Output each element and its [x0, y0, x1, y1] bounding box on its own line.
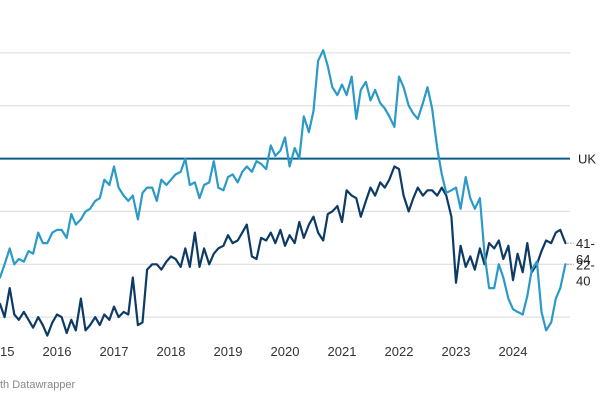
uk-reference-label: UK: [578, 152, 596, 167]
series-lines: [0, 49, 567, 337]
gridlines: [0, 52, 570, 318]
x-tick-label: 2023: [442, 344, 471, 359]
uk-reference-group: UK: [0, 152, 596, 167]
x-tick-label: 2019: [214, 344, 243, 359]
series-label-41-64-line2: 64: [576, 252, 590, 267]
x-tick-label: 2016: [43, 344, 72, 359]
x-tick-label: 2015: [0, 344, 14, 359]
chart-credit: th Datawrapper: [0, 379, 76, 391]
series-label-22-40-line1: 22-: [576, 257, 595, 272]
x-tick-label: 2018: [157, 344, 186, 359]
series-line-41-64: [0, 165, 567, 337]
x-tick-label: 2024: [499, 344, 528, 359]
x-tick-label: 2017: [100, 344, 129, 359]
series-label-22-40-line2: 40: [576, 273, 590, 288]
x-tick-label: 2021: [328, 344, 357, 359]
series-line-22-40: [0, 49, 567, 332]
series-label-41-64-line1: 41-: [576, 236, 595, 251]
x-tick-label: 2022: [385, 344, 414, 359]
x-tick-label: 2020: [271, 344, 300, 359]
x-axis: 2015 2016 2017 2018 2019 2020 2021 2022 2023 2024: [0, 344, 527, 359]
